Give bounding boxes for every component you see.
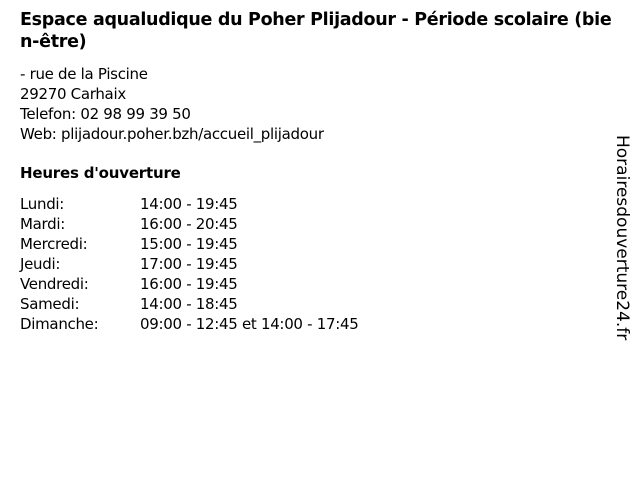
hours-row-tuesday: Mardi: 16:00 - 20:45 [20, 214, 358, 234]
day-label: Jeudi: [20, 255, 61, 273]
time-value: 16:00 - 20:45 [140, 215, 238, 233]
hours-row-friday: Vendredi: 16:00 - 19:45 [20, 274, 358, 294]
time-value: 16:00 - 19:45 [140, 275, 238, 293]
watermark: Horairesdouverture24.fr [612, 135, 632, 375]
day-label: Vendredi: [20, 275, 89, 293]
street: - rue de la Piscine [20, 65, 148, 83]
hours-row-saturday: Samedi: 14:00 - 18:45 [20, 294, 358, 314]
website: Web: plijadour.poher.bzh/accueil_plijado… [20, 125, 324, 143]
day-label: Samedi: [20, 295, 80, 313]
hours-heading: Heures d'ouverture [20, 164, 181, 182]
day-label: Mercredi: [20, 235, 88, 253]
address-block: - rue de la Piscine 29270 Carhaix Telefo… [20, 64, 324, 144]
day-label: Lundi: [20, 195, 65, 213]
city: 29270 Carhaix [20, 85, 126, 103]
hours-row-monday: Lundi: 14:00 - 19:45 [20, 194, 358, 214]
time-value: 14:00 - 18:45 [140, 295, 238, 313]
time-value: 14:00 - 19:45 [140, 195, 238, 213]
hours-table: Lundi: 14:00 - 19:45 Mardi: 16:00 - 20:45 … [20, 194, 359, 334]
day-label: Mardi: [20, 215, 65, 233]
hours-row-thursday: Jeudi: 17:00 - 19:45 [20, 254, 358, 274]
page-title: Espace aqualudique du Poher Plijadour - … [20, 10, 612, 52]
hours-row-wednesday: Mercredi: 15:00 - 19:45 [20, 234, 358, 254]
time-value: 17:00 - 19:45 [140, 255, 238, 273]
time-value: 15:00 - 19:45 [140, 235, 238, 253]
phone: Telefon: 02 98 99 39 50 [20, 105, 191, 123]
watermark-text: Horairesdouverture24.fr [612, 135, 632, 341]
time-value: 09:00 - 12:45 et 14:00 - 17:45 [140, 315, 359, 333]
hours-row-sunday: Dimanche: 09:00 - 12:45 et 14:00 - 17:45 [20, 314, 359, 334]
day-label: Dimanche: [20, 315, 99, 333]
